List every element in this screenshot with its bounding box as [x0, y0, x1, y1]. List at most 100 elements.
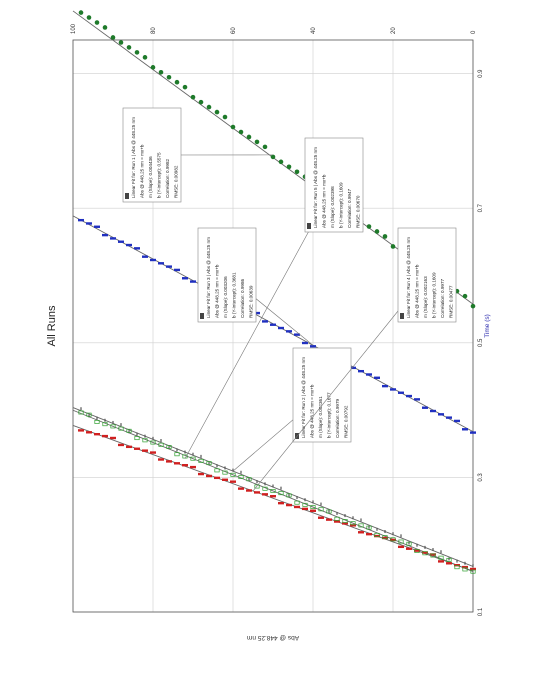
point-run-3	[110, 237, 116, 240]
point-run-3	[310, 345, 316, 348]
point-run-3	[302, 341, 308, 345]
point-run-3	[134, 247, 140, 250]
point-run-4	[78, 429, 84, 432]
point-run-5	[118, 426, 124, 431]
point-run-5	[294, 500, 300, 505]
point-run-3	[398, 391, 404, 394]
fit-box-icon	[307, 223, 311, 229]
point-run-1	[206, 104, 212, 110]
point-run-5	[318, 507, 324, 512]
fit-box	[304, 137, 364, 233]
fit-box-icon	[200, 313, 204, 319]
point-run-5	[446, 557, 452, 562]
point-run-4	[446, 562, 452, 565]
point-run-4	[310, 509, 316, 512]
fit-box-line: m (Slope): 0.002398	[330, 186, 335, 228]
point-run-4	[302, 507, 308, 511]
fit-box-line: RMSE: 0.00982	[174, 165, 179, 198]
chart-title: All Runs	[46, 305, 58, 346]
point-run-4	[326, 518, 332, 521]
point-run-5	[326, 509, 332, 514]
point-run-4	[334, 520, 340, 523]
fit-box-line: Correlation: 0.9977	[440, 278, 445, 318]
point-run-5	[222, 470, 228, 475]
point-run-3	[294, 333, 300, 336]
point-run-1	[190, 94, 196, 100]
fit-box-line: m (Slope): 0.004436	[148, 156, 153, 198]
point-run-1	[294, 169, 300, 175]
point-run-5	[134, 436, 140, 441]
fit-boxes: Linear Fit for: Run 1 | Abs @ 448.25 nm A…	[122, 107, 457, 492]
point-run-3	[278, 326, 284, 330]
point-run-1	[142, 55, 148, 60]
point-run-1	[86, 15, 92, 20]
fit-box	[397, 227, 457, 323]
fit-box	[292, 347, 352, 443]
point-run-4	[150, 451, 156, 454]
fit-box-line: m (Slope): 0.002163	[423, 276, 428, 318]
point-run-3	[430, 409, 436, 413]
fit-line-run-4	[72, 425, 474, 572]
point-run-3	[374, 376, 380, 379]
point-run-4	[358, 531, 364, 534]
point-run-3	[270, 323, 276, 326]
point-run-1	[158, 69, 164, 75]
point-run-5	[102, 422, 108, 427]
point-run-5	[142, 438, 148, 443]
point-run-5	[150, 440, 156, 445]
y-tick-label: 0.1	[478, 607, 484, 616]
fit-box-line: b (Y-Intercept): 0.1677	[327, 392, 332, 438]
point-run-5	[230, 472, 236, 477]
point-run-1	[382, 234, 388, 239]
point-run-4	[118, 443, 124, 447]
point-run-5	[334, 516, 340, 521]
point-run-3	[118, 240, 124, 243]
point-run-1	[222, 114, 228, 120]
point-run-3	[446, 416, 452, 419]
point-run-4	[102, 434, 108, 438]
fit-box-line: Correlation: 0.9986	[240, 278, 245, 318]
y-tick-label: 0.3	[478, 473, 484, 482]
point-run-4	[318, 516, 324, 519]
fit-box-line: RMSE: 0.00670	[356, 195, 361, 228]
point-run-4	[398, 545, 404, 549]
point-run-4	[222, 478, 228, 481]
point-run-3	[86, 222, 92, 225]
point-run-5	[366, 525, 372, 530]
point-run-3	[286, 330, 292, 333]
point-run-3	[390, 388, 396, 391]
fit-box-line: RMSE: 0.00639	[249, 285, 254, 318]
fit-box-line: RMSE: 0.00792	[344, 405, 349, 438]
point-run-1	[126, 45, 132, 50]
point-run-5	[86, 412, 92, 417]
point-run-1	[286, 164, 292, 170]
point-run-1	[150, 65, 156, 70]
point-run-5	[390, 537, 396, 542]
fit-box-line: b (Y-Intercept): 0.3681	[232, 272, 237, 318]
point-run-3	[78, 218, 84, 222]
point-run-3	[174, 268, 180, 272]
point-run-1	[78, 10, 84, 15]
point-run-3	[454, 419, 460, 423]
point-run-5	[414, 549, 420, 554]
point-run-5	[310, 505, 316, 510]
fit-box-line: Correlation: 0.9979	[335, 398, 340, 438]
point-run-3	[414, 398, 420, 401]
tick-labels: 0 20 40 60 80 100 0.1 0.3 0.5 0.7 0.9	[71, 23, 484, 616]
fit-box-line: m (Slope): 0.003206	[223, 276, 228, 318]
point-run-5	[454, 565, 460, 570]
point-run-3	[126, 243, 132, 247]
point-run-5	[254, 484, 260, 489]
point-run-5	[94, 420, 100, 424]
point-run-4	[94, 432, 100, 436]
point-run-3	[102, 233, 108, 237]
point-run-5	[198, 458, 204, 463]
point-run-1	[462, 293, 468, 299]
point-run-1	[230, 124, 236, 130]
point-run-5	[110, 424, 116, 429]
fit-box-line: Abs @ 448.25 nm = mx+b	[322, 174, 327, 228]
x-tick-label: 100	[71, 23, 77, 34]
point-run-1	[174, 79, 180, 85]
point-run-5	[430, 553, 436, 558]
x-tick-label: 20	[391, 27, 397, 34]
